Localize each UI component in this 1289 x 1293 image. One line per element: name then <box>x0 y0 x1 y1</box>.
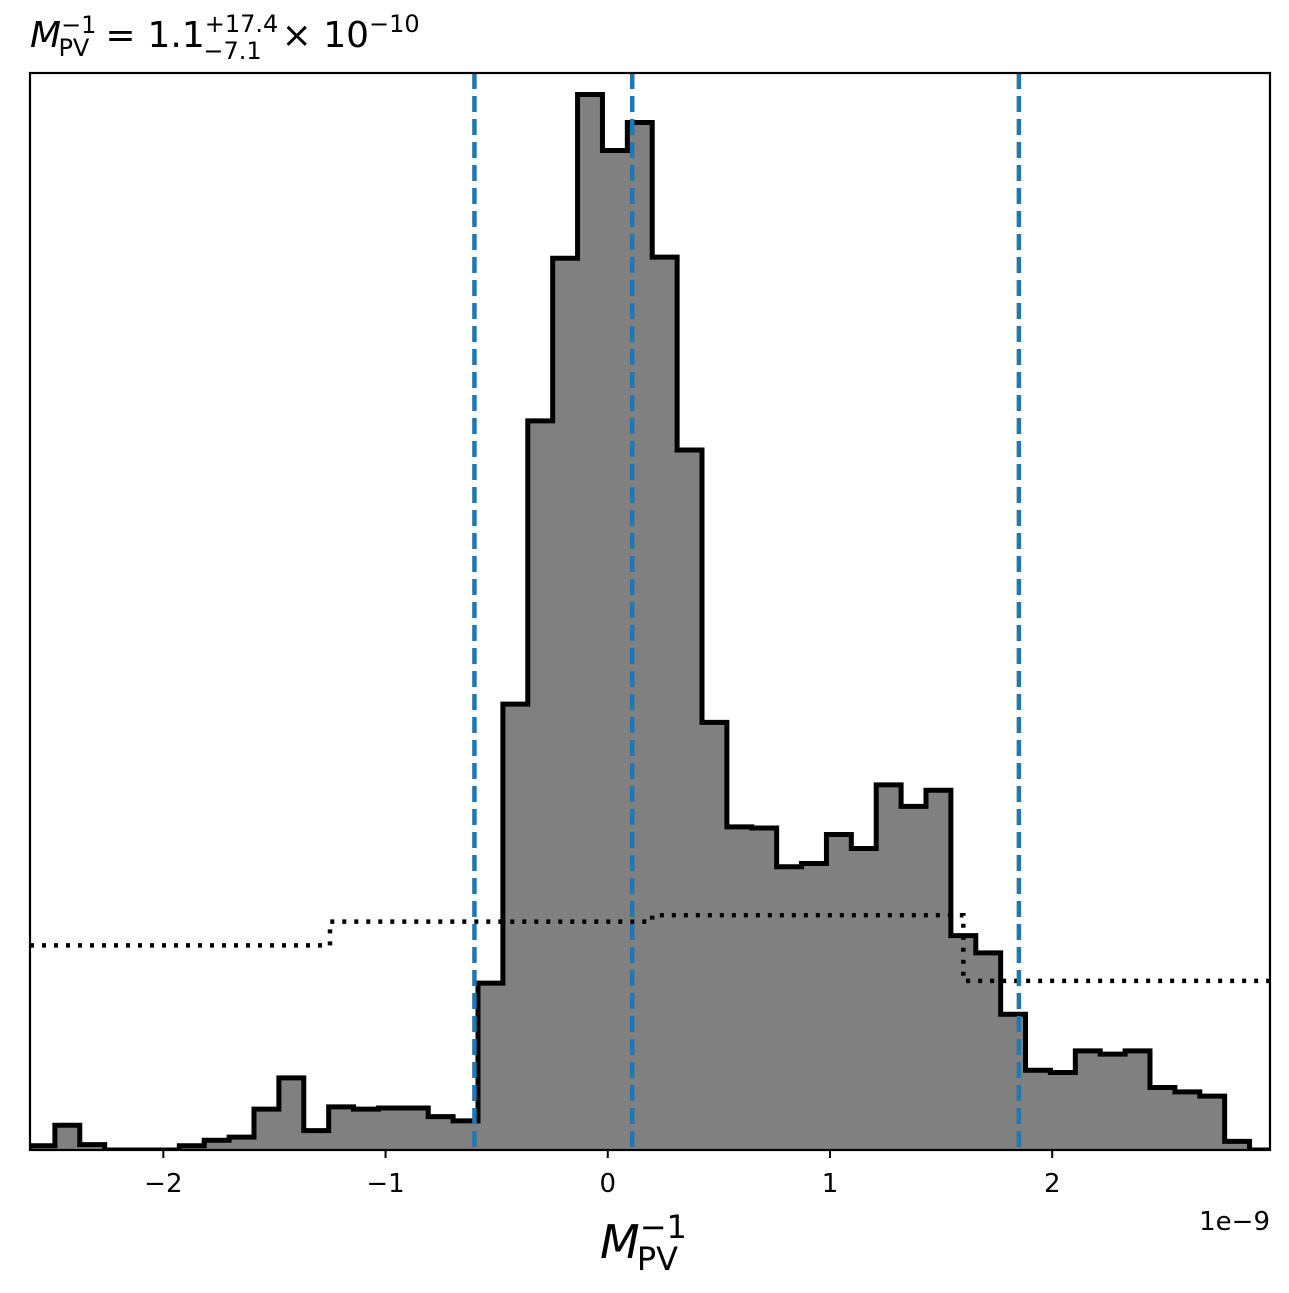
x-ticks: −2 −1 0 1 2 <box>144 1150 1060 1199</box>
histogram-bar <box>353 1109 379 1150</box>
axes-frame <box>28 71 1272 1152</box>
histogram-bar <box>826 834 852 1150</box>
plot-area <box>28 71 1272 1152</box>
histogram-outline <box>30 92 1270 1150</box>
histogram-bar <box>1050 1072 1076 1150</box>
histogram-bar <box>577 94 603 1150</box>
x-tick-label: 1 <box>822 1169 839 1199</box>
x-tick-label: 2 <box>1044 1169 1061 1199</box>
axis-offset-text: 1e−9 <box>1199 1207 1270 1237</box>
histogram-bar <box>403 1107 429 1150</box>
histogram-bar <box>229 1137 255 1150</box>
histogram-bar <box>1100 1054 1126 1150</box>
title-exponent: −10 <box>369 10 420 38</box>
histogram-bar <box>851 848 877 1150</box>
x-tick-label: −2 <box>144 1169 182 1199</box>
histogram-bar <box>254 1109 280 1150</box>
x-axis-label: M−1 PV <box>600 1208 687 1278</box>
histogram-bar <box>79 1144 106 1150</box>
histogram-bar <box>901 806 927 1150</box>
histogram-bar <box>726 826 753 1150</box>
chart-title: M−1 PV = 1.1+17.4 −7.1 × 10−10 <box>30 10 420 65</box>
histogram-bar <box>751 827 778 1150</box>
histogram-bar <box>278 1077 305 1150</box>
histogram-bar <box>328 1106 355 1150</box>
x-tick-label: −1 <box>366 1169 404 1199</box>
title-times: × 10 <box>282 15 369 56</box>
xlabel-symbol: M <box>600 1215 640 1269</box>
histogram-bar <box>1224 1141 1251 1150</box>
histogram-bar <box>776 866 803 1150</box>
histogram-bar <box>975 952 1002 1150</box>
histogram-bar <box>1125 1050 1151 1150</box>
title-upper-err: +17.4 <box>205 10 279 38</box>
histogram-bar <box>950 935 977 1150</box>
histogram-bar <box>876 784 902 1150</box>
histogram-bar <box>1025 1070 1051 1150</box>
xlabel-symbol-sub: PV <box>637 1240 678 1278</box>
prior-step-line <box>30 912 1270 984</box>
histogram-bar <box>652 257 678 1150</box>
histogram-bar <box>1199 1096 1226 1150</box>
title-symbol-sub: PV <box>58 34 89 62</box>
histogram-bar <box>926 790 952 1150</box>
title-lower-err: −7.1 <box>203 37 261 65</box>
histogram-bar <box>478 983 504 1150</box>
x-tick-label: 0 <box>600 1169 617 1199</box>
histogram-bar <box>1000 1014 1027 1150</box>
title-symbol: M <box>30 15 61 56</box>
title-value: 1.1 <box>148 15 205 56</box>
histogram-bar <box>378 1107 404 1150</box>
histogram-bar <box>702 722 728 1150</box>
histogram-bar <box>54 1125 81 1150</box>
title-equals: = <box>105 15 135 56</box>
histogram-bar <box>801 863 827 1150</box>
histogram-bar <box>552 258 579 1150</box>
xlabel-symbol-sup: −1 <box>640 1208 687 1246</box>
histogram-bar <box>502 704 529 1150</box>
title-symbol-sup: −1 <box>61 11 96 39</box>
histogram-bar <box>1075 1050 1101 1150</box>
histogram-bar <box>204 1140 230 1150</box>
histogram-bar <box>428 1116 454 1150</box>
histogram-bar <box>1150 1087 1176 1150</box>
histogram-bar <box>303 1130 330 1150</box>
histogram-bar <box>602 150 628 1150</box>
histogram-bar <box>1174 1091 1201 1150</box>
histogram-bar <box>677 449 703 1150</box>
histogram-bar <box>527 420 554 1150</box>
